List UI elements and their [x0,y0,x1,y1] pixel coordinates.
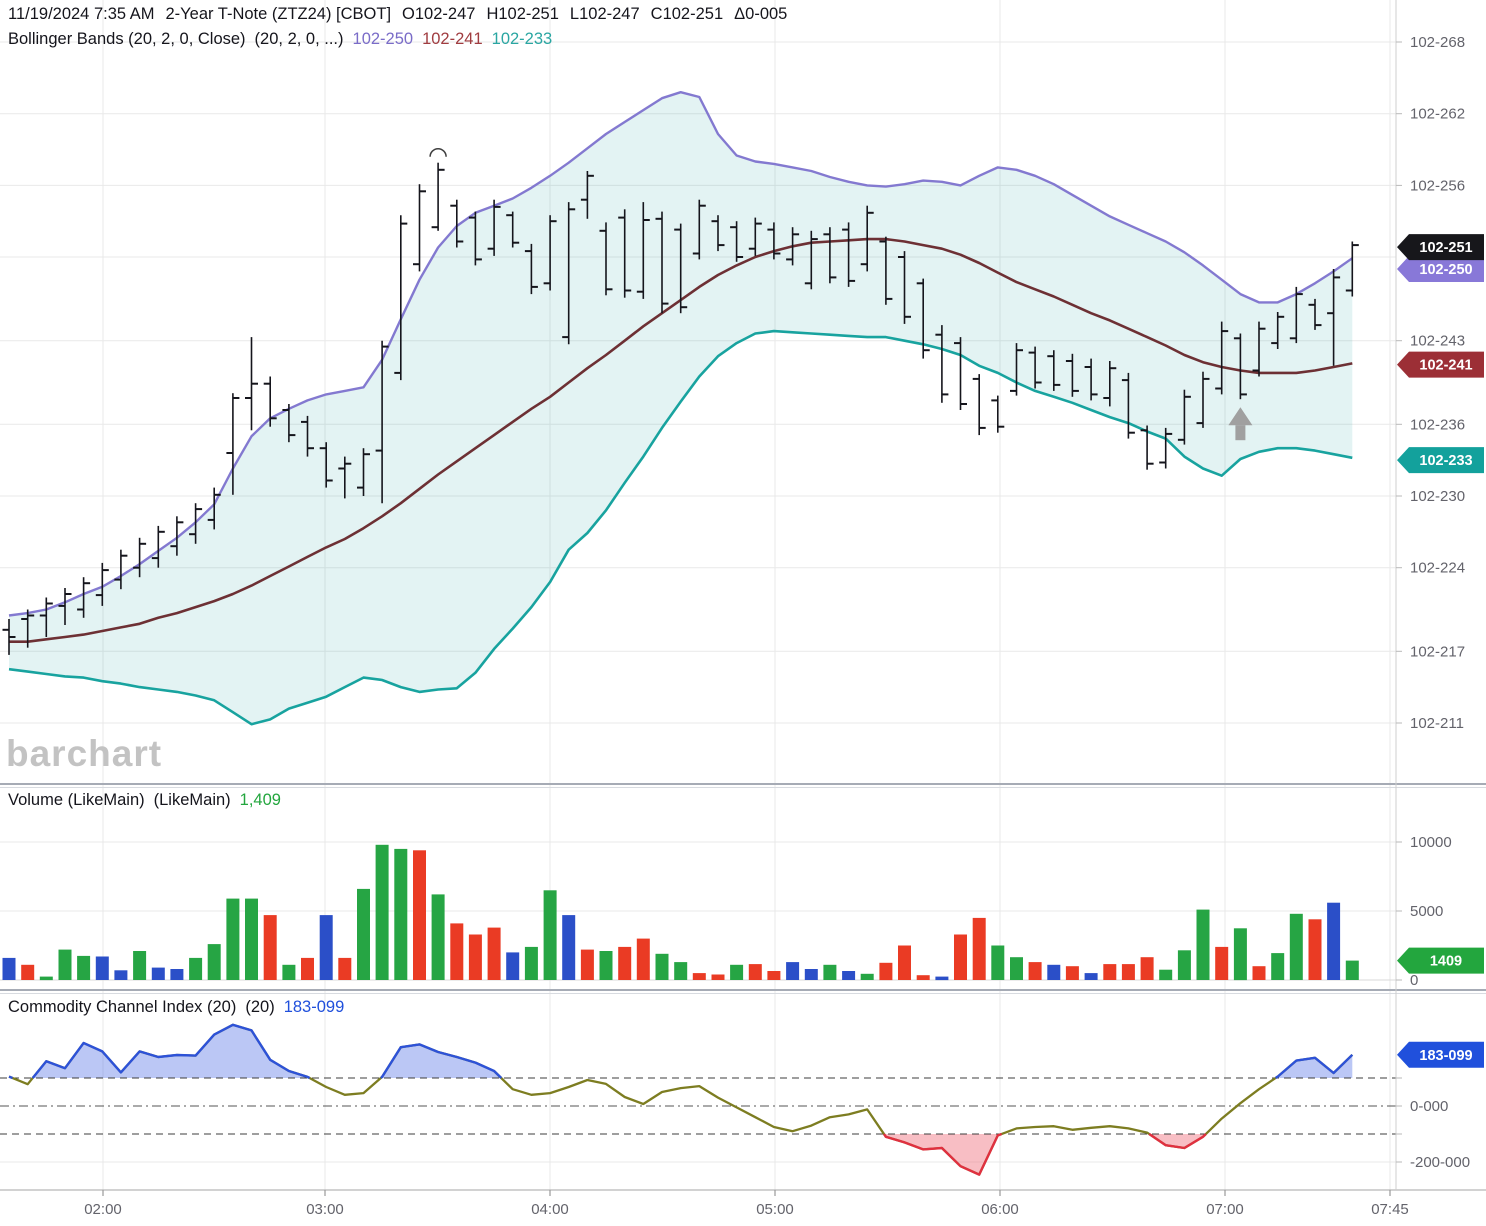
quote-header: 11/19/2024 7:35 AM 2-Year T-Note (ZTZ24)… [8,5,787,24]
study-header: Bollinger Bands (20, 2, 0, Close) (20, 2… [8,30,552,49]
cci-guide-lines [0,1077,1396,1135]
volume-study-param[interactable]: (LikeMain) [153,791,231,809]
svg-text:102-217: 102-217 [1410,643,1465,660]
svg-text:0-000: 0-000 [1410,1098,1448,1115]
svg-text:102-224: 102-224 [1410,560,1465,577]
svg-text:102-251: 102-251 [1419,240,1472,256]
cci-study-name[interactable]: Commodity Channel Index (20) [8,998,237,1016]
study-middle-value: 102-241 [422,30,483,48]
panel-separators [0,0,1486,1191]
svg-text:07:45: 07:45 [1371,1201,1409,1218]
cci-panel-title: Commodity Channel Index (20) (20) 183-09… [8,998,344,1017]
svg-text:102-211: 102-211 [1410,715,1464,732]
svg-text:10000: 10000 [1410,834,1452,851]
quote-datetime: 11/19/2024 7:35 AM [8,5,155,23]
svg-text:102-233: 102-233 [1419,453,1472,469]
quote-change: Δ0-005 [734,5,788,23]
quote-open: O102-247 [402,5,476,23]
svg-text:102-268: 102-268 [1410,34,1465,51]
svg-text:03:00: 03:00 [306,1201,344,1218]
axis-value-badges: 102-250 102-251 102-241 102-233 1409 183-099 [1397,234,1484,1068]
svg-text:07:00: 07:00 [1206,1201,1244,1218]
volume-current-value: 1,409 [239,791,281,809]
cci-study-param[interactable]: (20) [245,998,275,1016]
svg-text:02:00: 02:00 [84,1201,122,1218]
study-name[interactable]: Bollinger Bands (20, 2, 0, Close) [8,30,246,48]
svg-text:1409: 1409 [1430,954,1462,970]
volume-study-name[interactable]: Volume (LikeMain) [8,791,145,809]
study-lower-value: 102-233 [491,30,553,48]
svg-text:04:00: 04:00 [531,1201,569,1218]
study-params[interactable]: (20, 2, 0, ...) [254,30,344,48]
svg-text:183-099: 183-099 [1419,1048,1472,1064]
vertical-gridlines [102,0,1391,1190]
svg-text:0: 0 [1410,972,1418,989]
svg-text:102-250: 102-250 [1419,262,1472,278]
volume-bars [2,844,1359,981]
cci-overbought-line [8,1023,1354,1080]
pattern-arc-marker [429,148,447,157]
right-axis-labels: 102-268 102-262 102-256 102-243 102-236 102-2… [1396,34,1470,1171]
svg-text:102-262: 102-262 [1410,106,1465,123]
cci-threshold-fills [9,1024,1353,1175]
quote-close: C102-251 [650,5,724,23]
quote-high: H102-251 [486,5,559,23]
svg-text:05:00: 05:00 [756,1201,794,1218]
buy-signal-arrow-icon [1228,407,1253,441]
svg-text:102-236: 102-236 [1410,416,1465,433]
svg-text:102-243: 102-243 [1410,333,1465,350]
svg-text:102-230: 102-230 [1410,488,1465,505]
svg-text:-200-000: -200-000 [1410,1154,1470,1171]
quote-low: L102-247 [569,5,640,23]
price-gridlines [0,41,1396,724]
study-upper-value: 102-250 [352,30,414,48]
volume-panel-title: Volume (LikeMain) (LikeMain) 1,409 [8,791,281,810]
quote-instrument: 2-Year T-Note (ZTZ24) [CBOT] [165,5,392,23]
ohlc-bars [2,162,1359,655]
barchart-logo: barchart [6,733,163,774]
svg-text:5000: 5000 [1410,903,1443,920]
svg-text:06:00: 06:00 [981,1201,1019,1218]
bollinger-band-fill [9,92,1353,725]
cci-current-value: 183-099 [283,998,345,1016]
time-axis-labels: 02:00 03:00 04:00 05:00 06:00 07:00 07:45 [84,1190,1409,1218]
cci-oversold-line [883,1132,1207,1176]
svg-text:102-241: 102-241 [1419,358,1472,374]
svg-text:102-256: 102-256 [1410,177,1465,194]
